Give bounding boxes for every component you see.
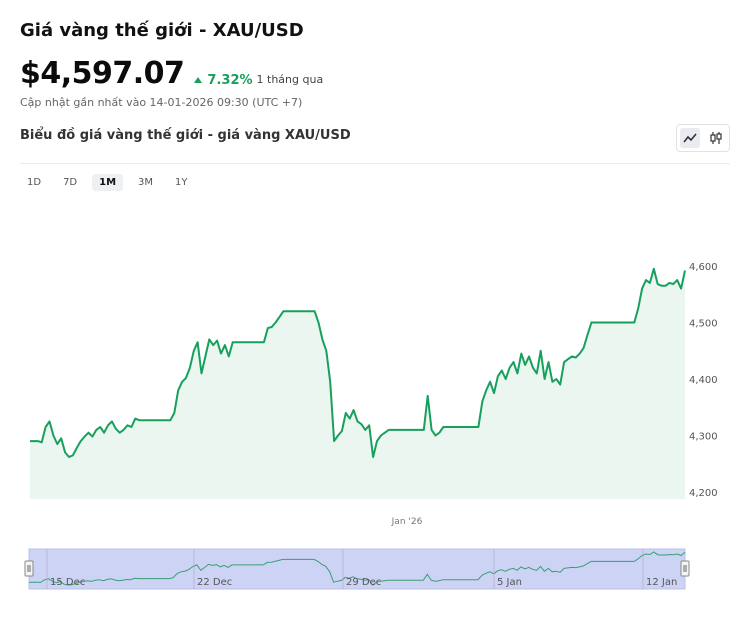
current-price: $4,597.07 bbox=[20, 56, 185, 91]
y-tick-label: 4,200 bbox=[689, 488, 718, 499]
up-arrow-icon bbox=[194, 77, 203, 83]
price-change: 7.32% bbox=[194, 72, 253, 88]
y-tick-label: 4,600 bbox=[689, 262, 718, 273]
chart-type-toggle bbox=[676, 124, 730, 152]
y-tick-label: 4,400 bbox=[689, 375, 718, 386]
price-area bbox=[30, 268, 685, 499]
navigator-right-handle[interactable] bbox=[680, 560, 690, 577]
candlestick-icon bbox=[710, 132, 722, 144]
last-updated: Cập nhật gần nhất vào 14-01-2026 09:30 (… bbox=[20, 96, 303, 109]
navigator-background bbox=[28, 548, 686, 590]
page-title: Giá vàng thế giới - XAU/USD bbox=[20, 20, 304, 41]
main-plot bbox=[30, 267, 686, 499]
range-1y-button[interactable]: 1Y bbox=[175, 177, 188, 188]
x-tick-label: Jan '26 bbox=[391, 517, 423, 527]
candlestick-toggle[interactable] bbox=[706, 128, 726, 148]
price-change-period: 1 tháng qua bbox=[256, 73, 324, 86]
price-summary: $4,597.07 7.32% 1 tháng qua bbox=[20, 56, 323, 91]
divider bbox=[20, 163, 730, 164]
range-1m-button[interactable]: 1M bbox=[92, 174, 124, 191]
x-axis: Jan '26 bbox=[391, 517, 423, 527]
navigator-tick-label: 22 Dec bbox=[197, 577, 232, 588]
line-chart-toggle[interactable] bbox=[680, 128, 700, 148]
price-line bbox=[30, 267, 686, 458]
y-axis: 4,200 4,300 4,400 4,500 4,600 bbox=[689, 262, 718, 499]
range-1d-button[interactable]: 1D bbox=[27, 177, 42, 188]
navigator-tick-label: 29 Dec bbox=[346, 577, 381, 588]
chart-subtitle: Biểu đồ giá vàng thế giới - giá vàng XAU… bbox=[20, 128, 351, 143]
range-navigator[interactable]: 15 Dec 22 Dec 29 Dec 5 Jan 12 Jan bbox=[24, 548, 690, 590]
price-change-percent: 7.32% bbox=[207, 72, 253, 88]
line-chart-icon bbox=[683, 133, 697, 143]
y-tick-label: 4,500 bbox=[689, 319, 718, 330]
navigator-tick-label: 12 Jan bbox=[646, 577, 677, 588]
navigator-line bbox=[29, 551, 686, 586]
navigator-tick-label: 15 Dec bbox=[50, 577, 85, 588]
y-tick-label: 4,300 bbox=[689, 432, 718, 443]
navigator-left-handle[interactable] bbox=[24, 560, 34, 577]
navigator-tick-label: 5 Jan bbox=[497, 577, 522, 588]
range-3m-button[interactable]: 3M bbox=[138, 177, 154, 188]
range-selector: 1D 7D 1M 3M 1Y bbox=[20, 174, 203, 191]
range-7d-button[interactable]: 7D bbox=[63, 177, 78, 188]
